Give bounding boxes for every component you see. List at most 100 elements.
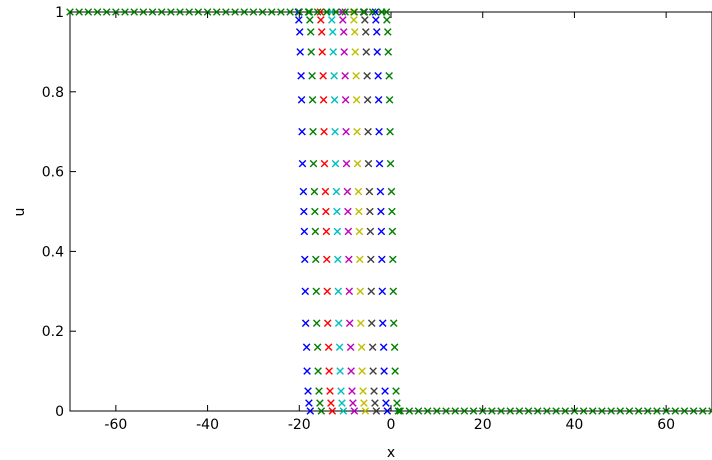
- data-point: [388, 227, 397, 236]
- data-point: [699, 407, 707, 415]
- data-point: [386, 127, 394, 136]
- data-point: [382, 8, 391, 16]
- data-point: [328, 16, 336, 24]
- data-point: [327, 399, 335, 407]
- data-point: [185, 8, 194, 16]
- data-point: [341, 72, 349, 80]
- data-point: [340, 48, 349, 56]
- data-point: [689, 407, 698, 415]
- data-point: [314, 367, 322, 375]
- data-point: [442, 407, 450, 415]
- data-point: [297, 95, 306, 104]
- data-point: [130, 8, 138, 16]
- data-point: [561, 407, 570, 415]
- y-tick-label: 0: [55, 404, 64, 420]
- data-point: [349, 399, 357, 407]
- data-point: [497, 407, 505, 415]
- data-point: [378, 255, 386, 264]
- data-point: [506, 407, 515, 415]
- data-point: [588, 407, 597, 415]
- data-point: [359, 8, 368, 16]
- data-point: [671, 407, 680, 415]
- data-point: [342, 159, 351, 168]
- data-point: [320, 159, 329, 168]
- data-point: [328, 28, 337, 36]
- x-tick-label: -40: [196, 417, 219, 433]
- data-point: [297, 72, 305, 80]
- data-point: [354, 187, 363, 196]
- data-point: [338, 8, 347, 16]
- data-point: [374, 72, 382, 80]
- data-point: [359, 387, 367, 395]
- data-point: [317, 28, 326, 36]
- data-point: [249, 8, 258, 16]
- data-point: [306, 28, 315, 36]
- data-point: [176, 8, 184, 16]
- data-point: [333, 207, 341, 216]
- data-point: [286, 8, 294, 16]
- data-point: [384, 48, 393, 56]
- data-point: [383, 407, 392, 415]
- data-point: [385, 72, 393, 80]
- data-point: [212, 8, 221, 16]
- data-point: [372, 16, 380, 24]
- data-point: [328, 407, 337, 415]
- data-point: [352, 95, 361, 104]
- data-point: [393, 399, 401, 407]
- data-point: [157, 8, 166, 16]
- x-tick-label: 20: [474, 417, 492, 433]
- data-point: [360, 399, 368, 407]
- data-point: [368, 343, 377, 351]
- x-tick-label: 0: [387, 417, 396, 433]
- data-point: [84, 8, 93, 16]
- data-point: [93, 8, 102, 16]
- data-point: [355, 207, 363, 216]
- data-point: [708, 407, 712, 415]
- data-point: [368, 8, 377, 16]
- y-tick-label: 0.2: [42, 324, 64, 340]
- data-point: [353, 159, 362, 168]
- data-point: [433, 407, 441, 415]
- data-point: [488, 407, 496, 415]
- data-point: [533, 407, 542, 415]
- data-point: [306, 16, 314, 24]
- data-point: [598, 407, 606, 415]
- data-point: [298, 127, 306, 136]
- series-7: [371, 8, 392, 415]
- data-point: [347, 367, 355, 375]
- data-point: [321, 187, 330, 196]
- data-point: [345, 287, 354, 296]
- series-4: [338, 8, 359, 415]
- data-point: [300, 227, 309, 236]
- data-point: [267, 8, 276, 16]
- data-point: [305, 399, 313, 407]
- data-point: [311, 207, 319, 216]
- data-point: [344, 227, 353, 236]
- data-point: [389, 287, 398, 296]
- data-point: [364, 159, 373, 168]
- data-point: [362, 48, 371, 56]
- data-point: [363, 72, 371, 80]
- data-point: [376, 187, 385, 196]
- data-point: [339, 28, 348, 36]
- data-point: [315, 387, 323, 395]
- data-point: [381, 387, 389, 395]
- data-point: [344, 207, 352, 216]
- data-point: [319, 72, 327, 80]
- data-point: [102, 8, 111, 16]
- data-point: [335, 343, 344, 351]
- data-point: [378, 319, 387, 328]
- data-point: [323, 319, 332, 328]
- data-point: [371, 8, 380, 16]
- data-point: [383, 16, 391, 24]
- data-point: [311, 255, 320, 264]
- data-point: [363, 95, 372, 104]
- data-point: [148, 8, 157, 16]
- data-point: [394, 407, 403, 415]
- data-point: [351, 48, 360, 56]
- data-point: [350, 407, 359, 415]
- data-point: [366, 207, 374, 216]
- x-tick-label: -20: [288, 417, 311, 433]
- y-tick-label: 0.8: [42, 85, 64, 101]
